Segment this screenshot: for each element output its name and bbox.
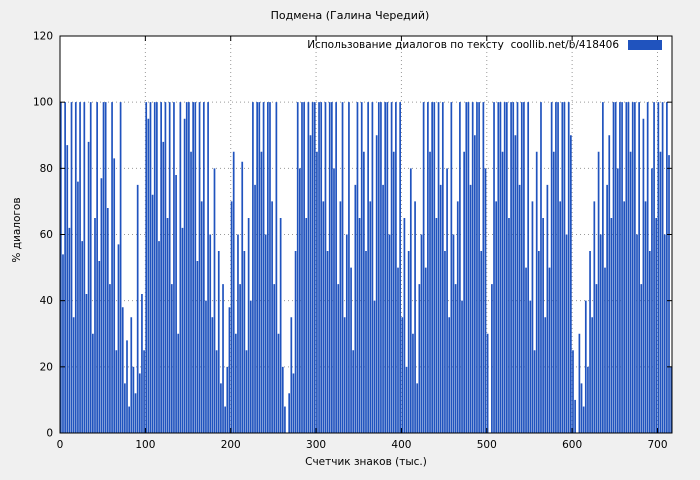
y-tick-label: 0 <box>46 428 53 440</box>
x-tick-label: 0 <box>57 439 64 451</box>
legend-label: Использование диалогов по тексту coollib… <box>307 39 619 51</box>
y-tick-label: 60 <box>40 229 53 241</box>
axis-ticks <box>59 35 672 434</box>
x-tick-label: 300 <box>306 439 326 451</box>
x-tick-label: 600 <box>562 439 582 451</box>
x-tick-label: 200 <box>221 439 241 451</box>
x-tick-label: 400 <box>391 439 411 451</box>
y-tick-label: 40 <box>40 295 53 307</box>
x-tick-label: 700 <box>647 439 667 451</box>
y-axis-label: % диалогов <box>11 197 23 263</box>
y-tick-label: 80 <box>40 163 53 175</box>
chart-legend: Использование диалогов по тексту coollib… <box>307 39 662 51</box>
tick-labels: 0 100 200 300 400 500 600 700 0 20 40 60 80 100 120 <box>33 31 668 452</box>
legend-swatch <box>628 40 662 50</box>
y-tick-label: 120 <box>33 31 53 43</box>
chart-title: Подмена (Галина Чередий) <box>270 9 430 22</box>
bars <box>60 102 672 433</box>
y-tick-label: 100 <box>33 97 53 109</box>
x-tick-label: 100 <box>135 439 155 451</box>
y-tick-label: 20 <box>40 361 53 373</box>
x-axis-label: Счетчик знаков (тыс.) <box>305 456 427 468</box>
x-tick-label: 500 <box>477 439 497 451</box>
